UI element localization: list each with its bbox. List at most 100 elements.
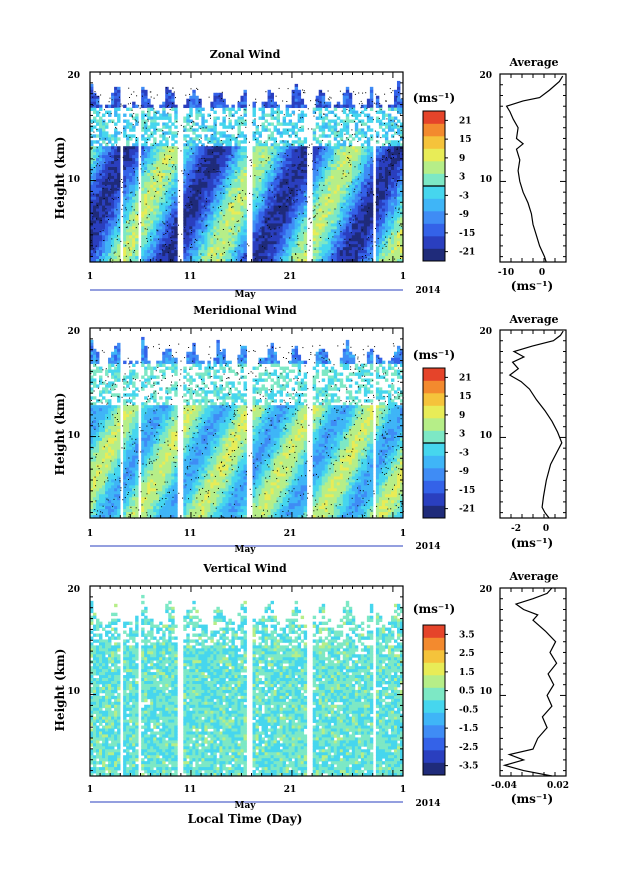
heatmap-cell [210, 229, 214, 233]
heatmap-cell [186, 226, 190, 230]
heatmap-cell [363, 140, 368, 144]
heatmap-cell [342, 250, 347, 254]
heatmap-cell [99, 125, 103, 129]
heatmap-cell [378, 122, 383, 126]
heatmap-cell [342, 164, 347, 168]
contour-dot [231, 154, 233, 156]
heatmap-cell [261, 178, 265, 183]
heatmap-cell [264, 146, 268, 150]
heatmap-cell [312, 205, 317, 209]
heatmap-cell [141, 217, 145, 221]
heatmap-cell [276, 196, 281, 201]
heatmap-cell [279, 161, 284, 165]
contour-dot [170, 204, 172, 206]
heatmap-cell [168, 184, 172, 189]
heatmap-cell [279, 211, 284, 215]
heatmap-cell [375, 172, 380, 177]
heatmap-cell [156, 143, 160, 147]
heatmap-cell [315, 229, 320, 233]
heatmap-cell [312, 250, 317, 254]
heatmap-cell [117, 169, 121, 174]
heatmap-cell [144, 137, 148, 141]
heatmap-cell [252, 196, 256, 201]
heatmap-cell [234, 193, 238, 198]
heatmap-cell [378, 250, 383, 254]
heatmap-cell [237, 226, 241, 230]
heatmap-cell [345, 86, 350, 91]
heatmap-cell [297, 196, 302, 201]
heatmap-cell [291, 199, 296, 204]
heatmap-cell [225, 193, 229, 198]
heatmap-cell [300, 98, 305, 103]
heatmap-cell [327, 220, 332, 224]
heatmap-cell [156, 259, 160, 263]
heatmap-cell [273, 149, 277, 153]
heatmap-cell [354, 205, 359, 209]
heatmap-cell [393, 167, 398, 171]
heatmap-cell [111, 217, 115, 221]
heatmap-cell [240, 223, 244, 227]
heatmap-cell [363, 175, 368, 180]
heatmap-cell [267, 229, 271, 233]
heatmap-cell [279, 169, 284, 174]
heatmap-cell [342, 211, 347, 215]
heatmap-cell [270, 214, 274, 218]
heatmap-cell [291, 178, 296, 183]
heatmap-cell [360, 152, 365, 156]
heatmap-cell [141, 223, 145, 227]
heatmap-cell [378, 256, 383, 260]
heatmap-cell [126, 199, 130, 204]
heatmap-cell [375, 232, 380, 236]
heatmap-cell [255, 125, 259, 129]
contour-dot [245, 126, 247, 128]
heatmap-cell [297, 184, 302, 189]
heatmap-cell [174, 232, 178, 236]
heatmap-cell [291, 92, 296, 97]
heatmap-cell [357, 229, 362, 233]
heatmap-cell [198, 238, 202, 242]
contour-dot [263, 216, 265, 218]
heatmap-cell [210, 149, 214, 153]
heatmap-cell [219, 181, 223, 186]
heatmap-cell [240, 232, 244, 236]
heatmap-cell [132, 104, 136, 109]
heatmap-cell [345, 238, 350, 242]
heatmap-cell [396, 119, 401, 123]
heatmap-cell [324, 259, 329, 263]
heatmap-cell [141, 226, 145, 230]
heatmap-cell [303, 253, 308, 257]
heatmap-cell [168, 161, 172, 165]
heatmap-cell [396, 253, 401, 257]
heatmap-cell [195, 259, 199, 263]
heatmap-cell [351, 119, 356, 123]
heatmap-cell [102, 202, 106, 206]
heatmap-cell [96, 128, 100, 132]
heatmap-cell [165, 217, 169, 221]
heatmap-cell [369, 149, 374, 153]
heatmap-cell [366, 250, 371, 254]
heatmap-cell [321, 259, 326, 263]
heatmap-cell [168, 253, 172, 257]
heatmap-cell [381, 253, 386, 257]
heatmap-cell [252, 202, 256, 206]
heatmap-cell [234, 241, 238, 245]
heatmap-cell [123, 152, 127, 156]
heatmap-cell [351, 217, 356, 221]
heatmap-cell [135, 167, 139, 171]
heatmap-cell [96, 217, 100, 221]
contour-dot [135, 194, 137, 196]
heatmap-cell [141, 202, 145, 206]
heatmap-cell [273, 211, 277, 215]
heatmap-cell [321, 205, 326, 209]
heatmap-cell [285, 143, 290, 147]
heatmap-cell [321, 244, 326, 248]
heatmap-cell [162, 235, 166, 239]
heatmap-cell [342, 125, 347, 129]
heatmap-cell [147, 238, 151, 242]
heatmap-cell [159, 250, 163, 254]
heatmap-cell [378, 172, 383, 177]
heatmap-cell [369, 167, 374, 171]
heatmap-cell [381, 196, 386, 201]
contour-dot [360, 100, 362, 102]
heatmap-cell [117, 196, 121, 201]
